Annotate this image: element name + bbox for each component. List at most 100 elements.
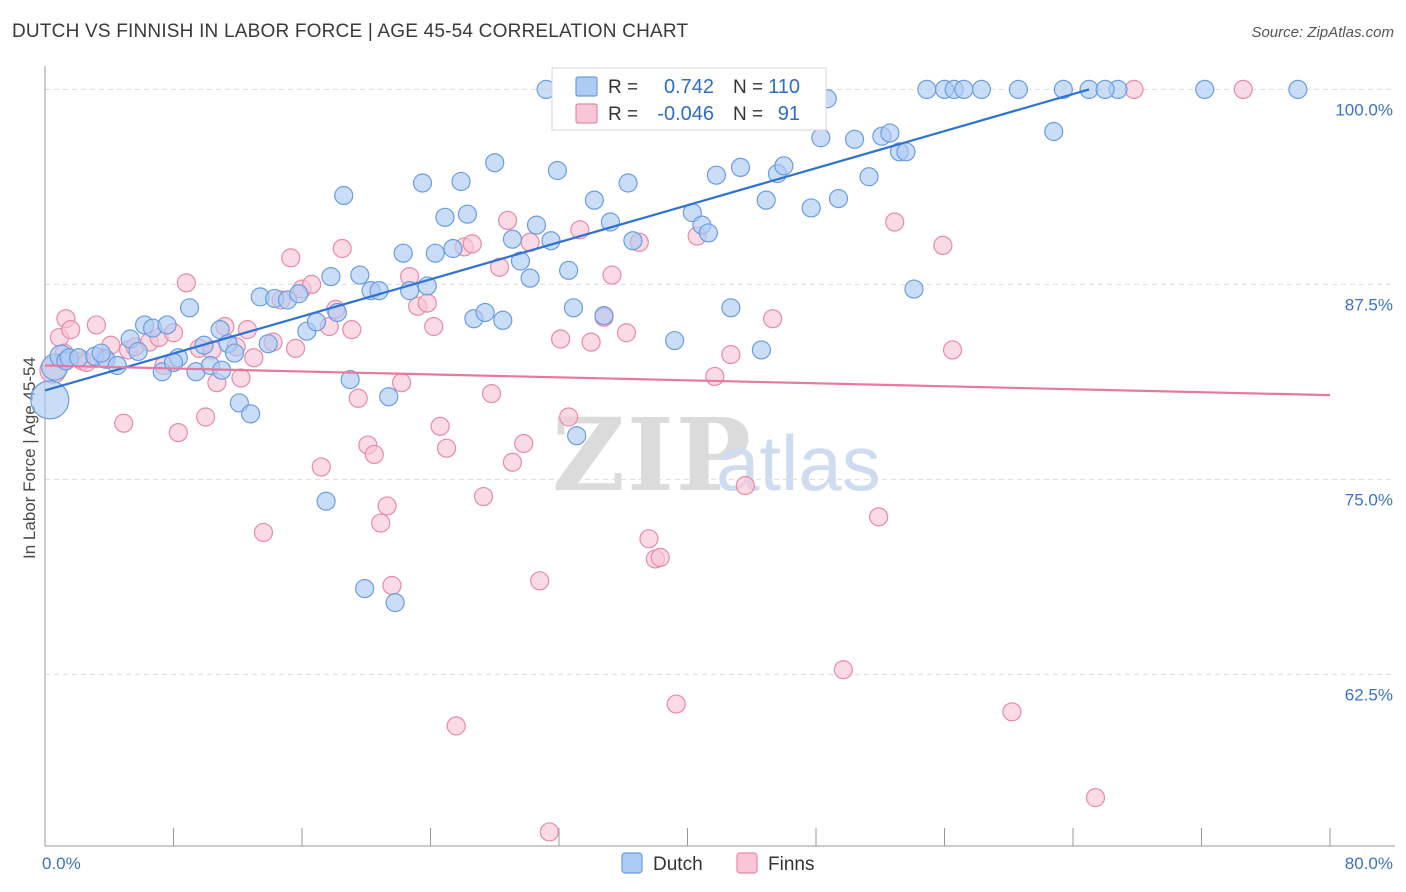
finns-point xyxy=(86,315,107,335)
finns-point xyxy=(1002,702,1022,722)
finns-point xyxy=(462,234,482,254)
dutch-point xyxy=(563,298,584,318)
finns-point xyxy=(342,320,362,340)
finns-point xyxy=(417,293,437,313)
finns-point xyxy=(705,366,725,387)
finns-point xyxy=(1085,788,1106,808)
dutch-point xyxy=(241,404,261,424)
finns-point xyxy=(1124,79,1144,100)
legend-dutch-swatch xyxy=(621,852,643,874)
dutch-point xyxy=(665,330,685,351)
finns-point xyxy=(364,444,384,465)
dutch-point xyxy=(623,231,643,251)
dutch-stat-swatch xyxy=(575,76,598,97)
finns-point xyxy=(168,423,188,443)
dutch-point xyxy=(289,284,309,304)
dutch-point xyxy=(224,343,245,363)
finns-point xyxy=(481,384,502,404)
finns-point xyxy=(530,571,550,591)
finns-point xyxy=(559,407,579,427)
watermark-zip: ZIP xyxy=(552,396,753,514)
finns-point xyxy=(391,373,412,393)
finns-point xyxy=(446,716,466,736)
dutch-point xyxy=(451,171,471,192)
dutch-point xyxy=(1008,79,1028,100)
dutch-n-value: 110 xyxy=(768,76,800,98)
dutch-point xyxy=(316,491,336,511)
dutch-point xyxy=(435,207,455,227)
dutch-point xyxy=(493,310,513,330)
dutch-point xyxy=(594,306,614,326)
x-tick-labels: 0.0% 80.0% xyxy=(42,854,1393,873)
y-tick-labels: 100.0% 87.5% 75.0% 62.5% xyxy=(1335,100,1393,704)
finns-point xyxy=(61,320,81,340)
finns-point xyxy=(1233,79,1253,100)
finns-point xyxy=(302,274,322,294)
dutch-point xyxy=(179,298,200,318)
dutch-point xyxy=(971,79,992,100)
finns-point xyxy=(942,340,963,360)
trend-lines xyxy=(44,88,1331,397)
dutch-point xyxy=(1095,79,1115,100)
finns-point xyxy=(436,438,457,458)
dutch-point xyxy=(412,173,433,193)
dutch-point xyxy=(443,238,463,259)
finns-point xyxy=(176,273,196,293)
finns-point xyxy=(539,822,559,842)
dutch-point xyxy=(30,380,70,420)
x-tick-label: 0.0% xyxy=(42,854,81,873)
dutch-point xyxy=(917,79,937,100)
dutch-point xyxy=(751,340,771,360)
y-tick-label: 62.5% xyxy=(1345,685,1393,704)
stats-box: R = 0.742 N = 110 R = -0.046 N = 91 xyxy=(551,67,827,131)
dutch-point xyxy=(1195,79,1215,100)
dutch-point xyxy=(880,123,900,143)
dutch-point xyxy=(502,229,523,249)
dutch-n-label: N = xyxy=(733,77,763,98)
watermark: ZIP atlas xyxy=(552,396,881,514)
dutch-point xyxy=(896,142,916,162)
dutch-point xyxy=(510,251,531,271)
dutch-point xyxy=(340,369,360,390)
finns-point xyxy=(473,486,494,507)
legend: Dutch Finns xyxy=(621,852,814,875)
dutch-point xyxy=(355,578,375,599)
finns-n-label: N = xyxy=(733,104,763,125)
chart-title: DUTCH VS FINNISH IN LABOR FORCE | AGE 45… xyxy=(12,21,689,42)
finns-point xyxy=(650,547,670,568)
dutch-point xyxy=(475,302,495,323)
dutch-point xyxy=(321,267,341,287)
finns-trend-line xyxy=(44,364,1331,397)
dutch-point xyxy=(457,204,478,224)
finns-point xyxy=(424,316,444,337)
dutch-point xyxy=(425,243,445,263)
finns-point xyxy=(498,210,518,231)
dutch-points xyxy=(30,79,1308,613)
finns-point xyxy=(253,522,274,543)
dutch-point xyxy=(526,215,547,235)
finns-point xyxy=(581,332,601,352)
stats-box-frame xyxy=(551,67,827,131)
dutch-point xyxy=(91,343,111,363)
finns-point xyxy=(763,309,783,329)
finns-point xyxy=(430,416,450,436)
dutch-point xyxy=(520,268,540,288)
y-tick-label: 100.0% xyxy=(1335,100,1393,119)
dutch-point xyxy=(1053,79,1073,100)
dutch-point xyxy=(567,426,587,446)
dutch-point xyxy=(721,298,741,318)
finns-point xyxy=(735,476,755,496)
finns-point xyxy=(377,496,397,516)
finns-point xyxy=(196,407,216,427)
dutch-point xyxy=(844,129,865,149)
dutch-trend-line xyxy=(44,88,1090,392)
dutch-point xyxy=(584,190,604,210)
finns-point xyxy=(885,212,905,232)
finns-point xyxy=(721,345,741,365)
dutch-point xyxy=(157,315,177,335)
finns-point xyxy=(639,529,659,549)
dutch-point xyxy=(350,265,370,285)
dutch-point xyxy=(828,189,849,209)
dutch-point xyxy=(811,128,831,148)
dutch-point xyxy=(1044,121,1064,142)
